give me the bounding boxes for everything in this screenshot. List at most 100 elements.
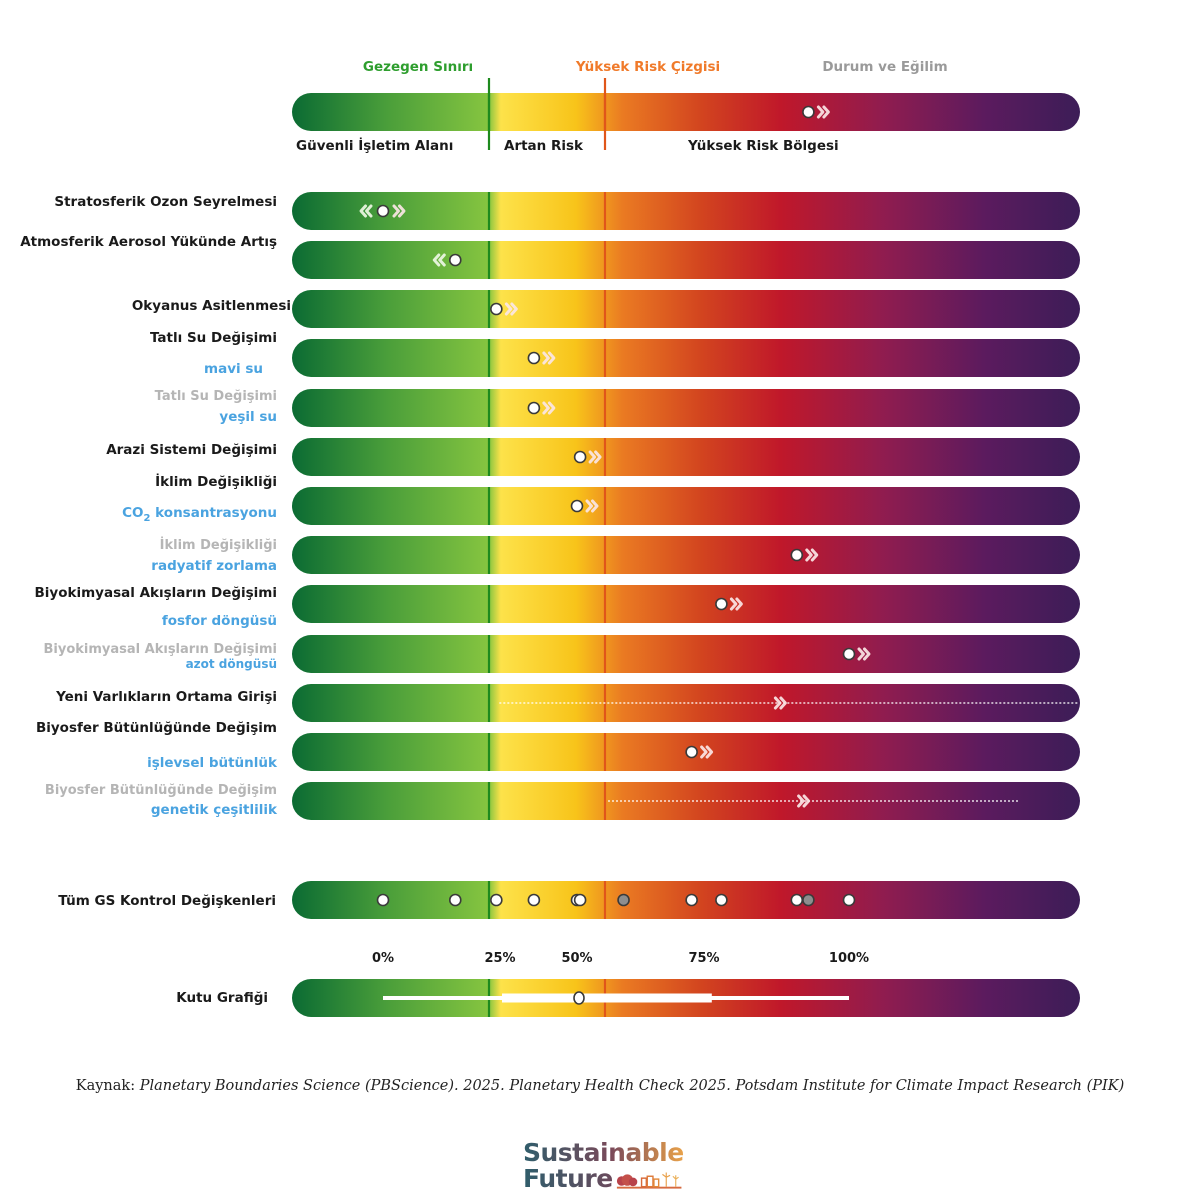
- row-sublabel: yeşil su: [219, 409, 277, 425]
- boundary-row: [292, 192, 1080, 230]
- bar-gradient: [292, 438, 1080, 476]
- all-variables-label: Tüm GS Kontrol Değişkenleri: [58, 893, 276, 909]
- row-label: Yeni Varlıkların Ortama Girişi: [55, 689, 277, 705]
- trend-worsening-icon: [797, 794, 811, 808]
- all-variables-dot: [802, 893, 815, 907]
- status-dot: [842, 647, 856, 661]
- trend-worsening-icon: [392, 204, 406, 218]
- scale-tick-label: 50%: [561, 951, 592, 966]
- status-dot: [490, 302, 503, 316]
- row-sublabel: fosfor döngüsü: [162, 613, 277, 629]
- bar-gradient: [292, 290, 1080, 328]
- all-variables-dot: [685, 893, 698, 907]
- trend-worsening-icon: [588, 450, 602, 464]
- bar-gradient: [292, 536, 1080, 574]
- boundary-row: [292, 438, 1080, 476]
- boundary-row: [292, 339, 1080, 377]
- legend-trend-icon: [816, 105, 830, 119]
- sustainable-future-logo: Sustainable Future: [523, 1138, 684, 1193]
- all-variables-dot: [527, 893, 541, 907]
- row-label: Tatlı Su Değişimi: [150, 330, 277, 346]
- boundary-row: [292, 684, 1080, 722]
- trend-improving-icon: [432, 253, 446, 267]
- scale-tick-label: 0%: [372, 951, 394, 966]
- trend-worsening-icon: [585, 499, 599, 513]
- row-label: Atmosferik Aerosol Yükünde Artış: [20, 234, 277, 250]
- bar-gradient: [292, 635, 1080, 673]
- boundary-row: [292, 290, 1080, 328]
- zone-safe-label: Güvenli İşletim Alanı: [296, 137, 453, 154]
- all-variables-dot: [376, 893, 390, 907]
- logo-line2: Future: [523, 1164, 613, 1193]
- row-label: İklim Değişikliği: [155, 473, 277, 490]
- legend-bar: [292, 93, 1080, 131]
- status-dot: [715, 597, 728, 611]
- trend-worsening-icon: [700, 745, 714, 759]
- source-citation: Kaynak: Planetary Boundaries Science (PB…: [0, 1078, 1200, 1094]
- bar-gradient: [292, 93, 1080, 131]
- all-variables-dot: [573, 893, 587, 907]
- scale-tick-label: 75%: [688, 951, 719, 966]
- bar-gradient: [292, 487, 1080, 525]
- trend-worsening-icon: [504, 302, 518, 316]
- trend-worsening-icon: [805, 548, 819, 562]
- status-dot: [527, 351, 541, 365]
- boundary-row: [292, 733, 1080, 771]
- boundary-row: [292, 536, 1080, 574]
- row-label: İklim Değişikliği: [160, 537, 277, 553]
- boundary-row: [292, 782, 1080, 820]
- all-variables-dot: [448, 893, 462, 907]
- box-plot-median: [573, 991, 585, 1005]
- all-variables-dot: [490, 893, 503, 907]
- trend-worsening-icon: [857, 647, 871, 661]
- boundary-row: [292, 487, 1080, 525]
- scale-tick-label: 25%: [484, 951, 515, 966]
- source-prefix: Kaynak:: [75, 1078, 140, 1094]
- row-label: Biyokimyasal Akışların Değişimi: [44, 642, 278, 657]
- trend-worsening-icon: [773, 696, 787, 710]
- status-dot: [573, 450, 587, 464]
- trend-worsening-icon: [542, 401, 556, 415]
- legend-status-trend: Durum ve Eğilim: [822, 59, 947, 75]
- boundary-row: [292, 635, 1080, 673]
- status-dot: [570, 499, 584, 513]
- box-plot-bar: [292, 979, 1080, 1017]
- zone-increasing-label: Artan Risk: [504, 138, 584, 154]
- all-variables-bar: [292, 881, 1080, 919]
- status-dot: [685, 745, 698, 759]
- boundary-row: [292, 241, 1080, 279]
- logo-line1: Sustainable: [523, 1138, 684, 1167]
- status-dot: [790, 548, 804, 562]
- trend-improving-icon: [359, 204, 373, 218]
- row-label: Stratosferik Ozon Seyrelmesi: [54, 194, 277, 210]
- legend-planetary-boundary: Gezegen Sınırı: [363, 59, 473, 75]
- all-variables-dot: [790, 893, 804, 907]
- zone-high-label: Yüksek Risk Bölgesi: [687, 138, 839, 154]
- logo-city-icon: [616, 1172, 682, 1189]
- boundary-row: [292, 585, 1080, 623]
- status-dot: [376, 204, 390, 218]
- status-dot: [448, 253, 462, 267]
- status-dot: [527, 401, 541, 415]
- legend-status-dot: [802, 105, 815, 119]
- row-label: Tatlı Su Değişimi: [155, 389, 277, 404]
- row-sublabel: genetik çeşitlilik: [151, 802, 278, 818]
- bar-gradient: [292, 241, 1080, 279]
- trend-worsening-icon: [729, 597, 743, 611]
- row-sublabel: işlevsel bütünlük: [147, 755, 278, 771]
- bar-gradient: [292, 585, 1080, 623]
- bar-gradient: [292, 684, 1080, 722]
- row-sublabel: azot döngüsü: [186, 657, 277, 671]
- scale-tick-label: 100%: [829, 951, 869, 966]
- bar-gradient: [292, 339, 1080, 377]
- legend-high-risk-line: Yüksek Risk Çizgisi: [575, 59, 720, 75]
- row-label: Biyokimyasal Akışların Değişimi: [35, 585, 277, 601]
- all-variables-dot: [617, 893, 630, 907]
- bar-gradient: [292, 389, 1080, 427]
- bar-gradient: [292, 192, 1080, 230]
- row-sublabel: mavi su: [204, 361, 263, 377]
- all-variables-dot: [842, 893, 856, 907]
- source-text: Planetary Boundaries Science (PBScience)…: [139, 1078, 1125, 1094]
- row-sublabel: CO2 konsantrasyonu: [122, 505, 277, 524]
